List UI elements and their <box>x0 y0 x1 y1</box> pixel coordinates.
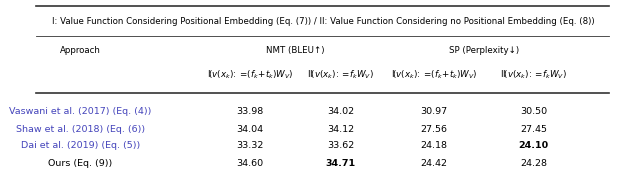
Text: 24.10: 24.10 <box>518 141 548 150</box>
Text: 24.42: 24.42 <box>420 159 447 168</box>
Text: Dai et al. (2019) (Eq. (5)): Dai et al. (2019) (Eq. (5)) <box>20 141 140 150</box>
Text: 34.02: 34.02 <box>327 107 354 116</box>
Text: SP (Perplexity↓): SP (Perplexity↓) <box>449 46 519 55</box>
Text: Vaswani et al. (2017) (Eq. (4)): Vaswani et al. (2017) (Eq. (4)) <box>9 107 151 116</box>
Text: Ours (Eq. (9)): Ours (Eq. (9)) <box>48 159 112 168</box>
Text: $\mathrm{I}\!\left(v(x_k)\!:=\!(f_k\!+\!t_k)W_V\right)$: $\mathrm{I}\!\left(v(x_k)\!:=\!(f_k\!+\!… <box>391 69 477 81</box>
Text: $\mathrm{II}\!\left(v(x_k)\!:=\!f_k W_V\right)$: $\mathrm{II}\!\left(v(x_k)\!:=\!f_k W_V\… <box>307 69 374 81</box>
Text: 34.12: 34.12 <box>327 125 354 134</box>
Text: Shaw et al. (2018) (Eq. (6)): Shaw et al. (2018) (Eq. (6)) <box>15 125 145 134</box>
Text: $\mathrm{II}\!\left(v(x_k)\!:=\!f_k W_V\right)$: $\mathrm{II}\!\left(v(x_k)\!:=\!f_k W_V\… <box>500 69 567 81</box>
Text: 33.62: 33.62 <box>327 141 354 150</box>
Text: 33.98: 33.98 <box>236 107 264 116</box>
Text: 30.97: 30.97 <box>420 107 447 116</box>
Text: 24.28: 24.28 <box>520 159 547 168</box>
Text: 30.50: 30.50 <box>520 107 547 116</box>
Text: Approach: Approach <box>60 46 100 55</box>
Text: 34.60: 34.60 <box>236 159 263 168</box>
Text: 27.45: 27.45 <box>520 125 547 134</box>
Text: NMT (BLEU↑): NMT (BLEU↑) <box>266 46 324 55</box>
Text: 34.04: 34.04 <box>236 125 263 134</box>
Text: 33.32: 33.32 <box>236 141 264 150</box>
Text: 34.71: 34.71 <box>325 159 355 168</box>
Text: 24.18: 24.18 <box>420 141 447 150</box>
Text: $\mathrm{I}\!\left(v(x_k)\!:=\!(f_k\!+\!t_k)W_V\right)$: $\mathrm{I}\!\left(v(x_k)\!:=\!(f_k\!+\!… <box>207 69 293 81</box>
Text: 27.56: 27.56 <box>420 125 447 134</box>
Text: I: Value Function Considering Positional Embedding (Eq. (7)) / II: Value Functio: I: Value Function Considering Positional… <box>52 16 594 26</box>
